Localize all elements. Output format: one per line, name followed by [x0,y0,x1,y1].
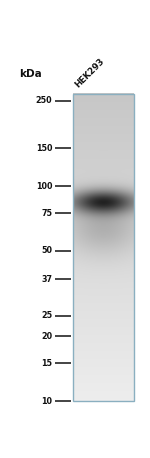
Text: 75: 75 [41,209,52,218]
Text: 37: 37 [41,275,52,284]
Text: 20: 20 [41,332,52,341]
Text: 250: 250 [36,96,52,105]
Text: 15: 15 [41,359,52,368]
Text: 25: 25 [41,311,52,320]
Text: kDa: kDa [19,69,42,79]
Text: 50: 50 [41,246,52,256]
Text: HEK293: HEK293 [73,56,106,89]
Bar [73,93,134,401]
Text: 150: 150 [36,144,52,153]
Text: 100: 100 [36,182,52,191]
Text: 10: 10 [41,397,52,406]
